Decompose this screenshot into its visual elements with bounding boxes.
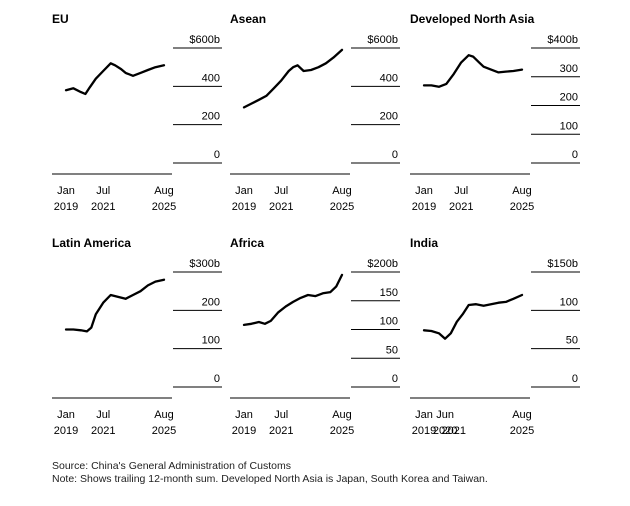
y-tick-label: 0: [392, 149, 398, 161]
panel-title-latin-america: Latin America: [52, 236, 131, 250]
y-tick-label: 100: [560, 296, 578, 308]
x-tick-label: 2025: [152, 425, 176, 437]
x-tick-label: Jan: [57, 409, 75, 421]
x-tick-label: 2019: [412, 201, 436, 213]
x-tick-label: 2019: [412, 425, 436, 437]
series-line-eu: [64, 62, 166, 96]
x-tick-label: Jan: [415, 185, 433, 197]
y-tick-label: 100: [202, 335, 220, 347]
y-tick-label: 400: [380, 72, 398, 84]
y-tick-label: $600b: [189, 34, 220, 46]
y-tick-label: 0: [572, 149, 578, 161]
x-tick-label: 2019: [54, 201, 78, 213]
x-tick-label: Aug: [154, 185, 174, 197]
panel-africa: Africa 0 50 100 150 $200b Jan 2019 Jul 2021 Aug 202…: [230, 236, 400, 437]
x-tick-label: Aug: [512, 409, 532, 421]
series-line-latin-america: [64, 278, 166, 333]
series-line-africa: [242, 273, 344, 327]
x-tick-label: Jan: [57, 185, 75, 197]
panel-title-asean: Asean: [230, 12, 266, 26]
panel-title-india: India: [410, 236, 438, 250]
panel-asean: Asean 0 200 400 $600b Jan 2019 Jul 2021 Aug 2025: [230, 12, 400, 213]
y-tick-label: 50: [386, 344, 398, 356]
panel-developed-north-asia: Developed North Asia 0 100 200 300 $400b Jan 20…: [410, 12, 580, 213]
y-tick-label: 200: [560, 92, 578, 104]
x-tick-label: 2020: [433, 425, 457, 437]
chart-notes: Source: China's General Administration o…: [52, 460, 488, 486]
y-tick-label: 200: [202, 111, 220, 123]
x-tick-label: 2025: [330, 201, 354, 213]
panel-title-africa: Africa: [230, 236, 264, 250]
chart-grid: EU0200400$600bJan2019Jul2021Aug2025Asean…: [52, 12, 580, 437]
y-tick-label: $150b: [547, 258, 578, 270]
y-tick-label: 0: [572, 373, 578, 385]
footnote: Note: Shows trailing 12-month sum. Devel…: [52, 473, 488, 485]
x-tick-label: Jan: [235, 409, 253, 421]
x-tick-label: Aug: [512, 185, 532, 197]
x-tick-label: Aug: [332, 185, 352, 197]
y-tick-label: 200: [202, 296, 220, 308]
x-tick-label: 2025: [330, 425, 354, 437]
x-tick-label: Jun: [436, 409, 454, 421]
x-tick-label: Jul: [96, 409, 110, 421]
x-tick-label: Jul: [274, 409, 288, 421]
x-tick-label: 2025: [152, 201, 176, 213]
series-line-developed-north-asia: [422, 54, 524, 88]
panel-title-developed-north-asia: Developed North Asia: [410, 12, 535, 26]
x-tick-label: Aug: [154, 409, 174, 421]
x-tick-label: 2021: [449, 201, 473, 213]
x-tick-label: Jul: [274, 185, 288, 197]
x-tick-label: Jul: [96, 185, 110, 197]
y-tick-label: 50: [566, 335, 578, 347]
x-tick-label: Jan: [415, 409, 433, 421]
y-tick-label: 400: [202, 72, 220, 84]
x-tick-label: Aug: [332, 409, 352, 421]
y-tick-label: 200: [380, 111, 398, 123]
panel-eu: EU 0 200 400 $600b Jan 2019 Jul 2021 Aug 2025: [52, 12, 222, 213]
x-tick-label: 2025: [510, 425, 534, 437]
y-tick-label: 300: [560, 63, 578, 75]
x-tick-label: 2021: [91, 425, 115, 437]
y-tick-label: $600b: [367, 34, 398, 46]
source-note: Source: China's General Administration o…: [52, 460, 291, 472]
x-tick-label: 2021: [442, 425, 466, 437]
y-tick-label: $400b: [547, 34, 578, 46]
panel-latin-america: Latin America 0 100 200 $300b Jan 2019 Jul 2021 A…: [52, 236, 222, 437]
y-tick-label: 150: [380, 287, 398, 299]
x-tick-label: 2025: [510, 201, 534, 213]
x-tick-label: Jul: [454, 185, 468, 197]
y-tick-label: 0: [392, 373, 398, 385]
panel-title-eu: EU: [52, 12, 69, 26]
x-tick-label: 2021: [269, 201, 293, 213]
y-tick-label: 0: [214, 149, 220, 161]
x-tick-label: 2019: [232, 425, 256, 437]
x-tick-label: 2019: [54, 425, 78, 437]
y-tick-label: 100: [380, 316, 398, 328]
x-tick-label: Jan: [235, 185, 253, 197]
x-tick-label: 2021: [269, 425, 293, 437]
x-tick-label: 2019: [232, 201, 256, 213]
y-tick-label: $200b: [367, 258, 398, 270]
y-tick-label: 100: [560, 120, 578, 132]
series-line-asean: [242, 48, 344, 109]
series-line-india: [422, 293, 524, 340]
x-tick-label: 2021: [91, 201, 115, 213]
y-tick-label: $300b: [189, 258, 220, 270]
y-tick-label: 0: [214, 373, 220, 385]
